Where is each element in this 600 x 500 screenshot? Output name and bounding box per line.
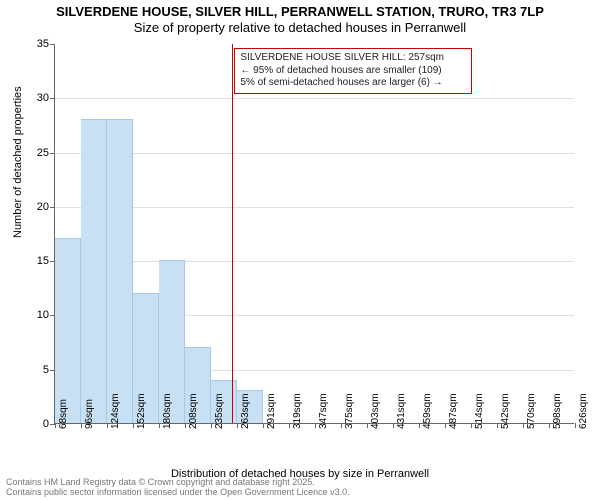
histogram-bar (81, 119, 107, 423)
xtick-mark (471, 423, 472, 428)
xtick-label: 263sqm (240, 393, 251, 429)
xtick-mark (419, 423, 420, 428)
ytick-label: 25 (37, 147, 49, 159)
ytick-label: 0 (43, 418, 49, 430)
ytick-label: 20 (37, 201, 49, 213)
xtick-label: 291sqm (266, 393, 277, 429)
xtick-label: 180sqm (162, 393, 173, 429)
xtick-mark (575, 423, 576, 428)
xtick-label: 570sqm (526, 393, 537, 429)
attribution-text: Contains HM Land Registry data © Crown c… (6, 478, 350, 498)
ytick-mark (50, 153, 55, 154)
xtick-label: 375sqm (344, 393, 355, 429)
xtick-mark (367, 423, 368, 428)
ytick-mark (50, 207, 55, 208)
xtick-label: 598sqm (552, 393, 563, 429)
xtick-mark (185, 423, 186, 428)
xtick-mark (341, 423, 342, 428)
xtick-label: 487sqm (448, 393, 459, 429)
xtick-label: 68sqm (58, 399, 69, 429)
plot-area: 0510152025303568sqm96sqm124sqm152sqm180s… (54, 44, 574, 424)
xtick-label: 235sqm (214, 393, 225, 429)
attrib-line-1: Contains HM Land Registry data © Crown c… (6, 477, 315, 487)
xtick-mark (445, 423, 446, 428)
xtick-label: 152sqm (136, 393, 147, 429)
xtick-mark (107, 423, 108, 428)
xtick-mark (211, 423, 212, 428)
xtick-mark (549, 423, 550, 428)
xtick-mark (237, 423, 238, 428)
ytick-mark (50, 44, 55, 45)
xtick-mark (497, 423, 498, 428)
ytick-label: 30 (37, 92, 49, 104)
xtick-label: 319sqm (292, 393, 303, 429)
title-line-2: Size of property relative to detached ho… (134, 20, 466, 35)
annotation-line-1: SILVERDENE HOUSE SILVER HILL: 257sqm (240, 52, 444, 63)
xtick-mark (393, 423, 394, 428)
xtick-mark (81, 423, 82, 428)
xtick-mark (55, 423, 56, 428)
property-marker-line (232, 44, 233, 423)
histogram-bar (55, 238, 81, 423)
xtick-label: 208sqm (188, 393, 199, 429)
xtick-label: 626sqm (578, 393, 589, 429)
xtick-label: 403sqm (370, 393, 381, 429)
ytick-label: 35 (37, 38, 49, 50)
y-axis-label: Number of detached properties (12, 86, 24, 238)
xtick-mark (159, 423, 160, 428)
ytick-label: 15 (37, 255, 49, 267)
xtick-label: 347sqm (318, 393, 329, 429)
xtick-mark (523, 423, 524, 428)
annotation-box: SILVERDENE HOUSE SILVER HILL: 257sqm ← 9… (234, 48, 472, 94)
attrib-line-2: Contains public sector information licen… (6, 487, 350, 497)
xtick-mark (289, 423, 290, 428)
property-size-chart: SILVERDENE HOUSE, SILVER HILL, PERRANWEL… (0, 0, 600, 500)
xtick-mark (315, 423, 316, 428)
xtick-label: 96sqm (84, 399, 95, 429)
xtick-mark (263, 423, 264, 428)
xtick-label: 431sqm (396, 393, 407, 429)
xtick-label: 124sqm (110, 393, 121, 429)
xtick-label: 459sqm (422, 393, 433, 429)
xtick-label: 514sqm (474, 393, 485, 429)
chart-title: SILVERDENE HOUSE, SILVER HILL, PERRANWEL… (0, 4, 600, 37)
xtick-label: 542sqm (500, 393, 511, 429)
annotation-line-3: 5% of semi-detached houses are larger (6… (240, 77, 442, 88)
title-line-1: SILVERDENE HOUSE, SILVER HILL, PERRANWEL… (56, 4, 544, 19)
histogram-bar (107, 119, 133, 423)
ytick-label: 10 (37, 309, 49, 321)
annotation-line-2: ← 95% of detached houses are smaller (10… (240, 65, 441, 76)
ytick-mark (50, 98, 55, 99)
gridline (55, 98, 574, 99)
ytick-label: 5 (43, 364, 49, 376)
xtick-mark (133, 423, 134, 428)
